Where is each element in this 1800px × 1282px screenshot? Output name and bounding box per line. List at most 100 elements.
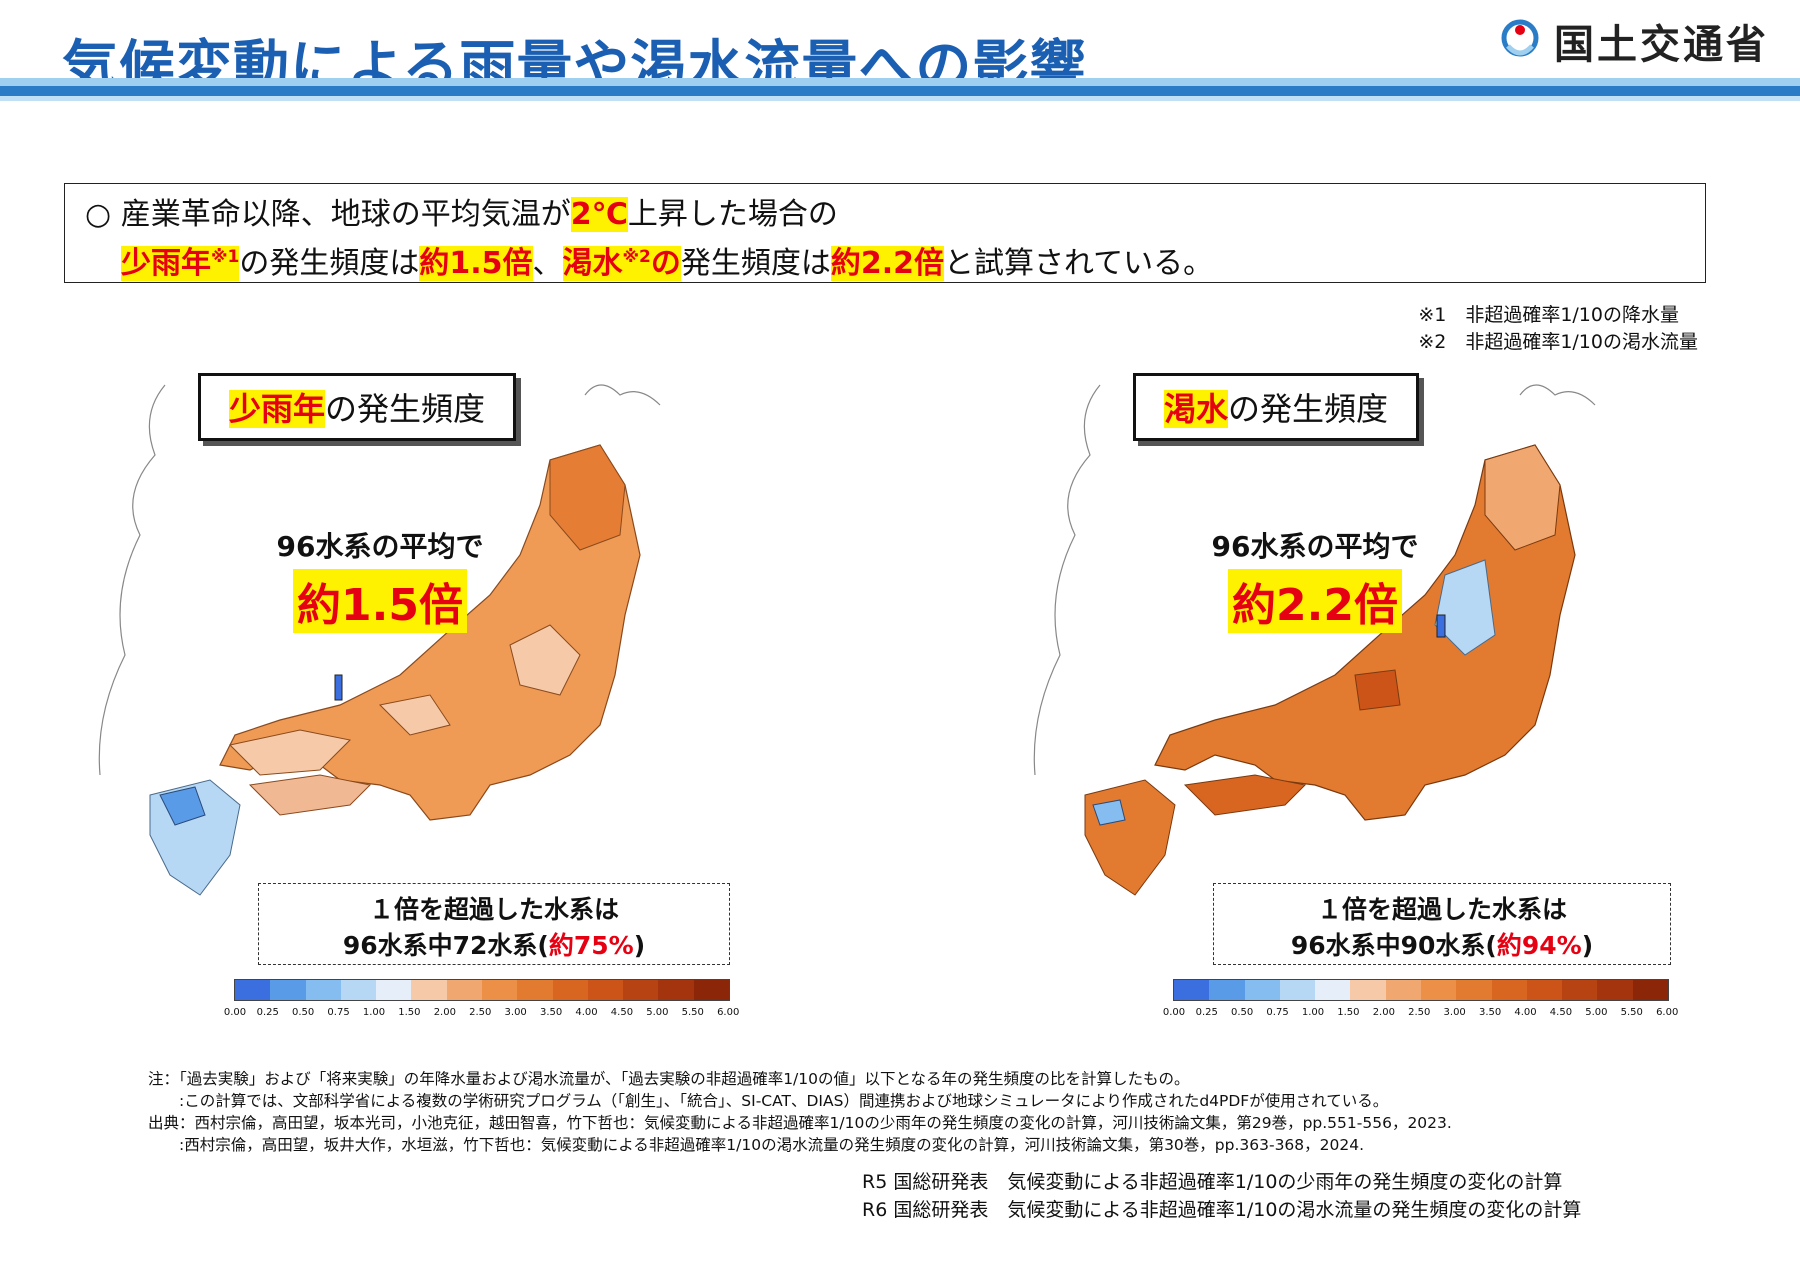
- colorbar-swatch: [1279, 980, 1316, 1000]
- summary-line-2: 少雨年※1の発生頻度は約1.5倍、渇水※2の発生頻度は約2.2倍と試算されている…: [85, 236, 1685, 285]
- colorbar-tick: 5.00: [646, 1007, 669, 1018]
- colorbar-tick: 3.00: [504, 1007, 527, 1018]
- colorbar-swatch: [411, 980, 447, 1000]
- header-band-lower: [0, 96, 1800, 101]
- colorbar-tick: 3.50: [539, 1007, 563, 1018]
- colorbar-swatch: [1209, 980, 1245, 1000]
- colorbar-tick: 4.00: [1514, 1007, 1537, 1018]
- map-title-highlight: 少雨年: [229, 390, 326, 428]
- summary-text: 発生頻度は: [680, 246, 831, 281]
- colorbar-tick: 0.25: [1195, 1007, 1218, 1018]
- colorbar-swatch: [1632, 980, 1668, 1000]
- footnote-3: 出典：西村宗倫，高田望，坂本光司，小池克征，越田智喜，竹下哲也：気候変動による非…: [148, 1114, 1452, 1132]
- colorbar-swatch: [1244, 980, 1280, 1000]
- colorbar-tick: 1.00: [1301, 1007, 1325, 1018]
- ministry-name: 国土交通省: [1554, 22, 1769, 68]
- colorbar-tick: 1.50: [1337, 1007, 1360, 1018]
- kyushu-north-basin: [159, 786, 206, 826]
- colorbar-swatch: [1456, 980, 1492, 1000]
- exceed-line-1: １倍を超過した水系は: [368, 895, 619, 924]
- hokkaido-coastline: [1519, 384, 1596, 406]
- exceed-count: 96水系中72水系(: [342, 931, 549, 960]
- exceed-percent: 約75%: [548, 931, 634, 960]
- exceed-close: ): [633, 931, 646, 960]
- colorbar-drought: [1173, 979, 1669, 1001]
- colorbar-tick: 0.75: [1266, 1007, 1289, 1018]
- colorbar-tick: 5.50: [1620, 1007, 1643, 1018]
- map-panel-drought: 渇水の発生頻度 96水系の平均で 約2.2倍 １倍を超過した水系は 96水系中9…: [1015, 373, 1695, 1035]
- colorbar-swatch: [623, 980, 659, 1000]
- colorbar-tick: 2.00: [1372, 1007, 1395, 1018]
- average-callout-drought: 96水系の平均で 約2.2倍: [1185, 525, 1445, 633]
- average-value: 約2.2倍: [1228, 569, 1402, 633]
- footnote-4: :西村宗倫，高田望，坂井大作，水垣滋，竹下哲也：気候変動による非超過確率1/10…: [148, 1136, 1365, 1154]
- shikoku-region: [1183, 774, 1307, 816]
- note-1: ※1 非超過確率1/10の降水量: [1418, 304, 1679, 326]
- summary-dry-year-highlight: 少雨年※1: [121, 246, 240, 281]
- colorbar-swatch: [1174, 980, 1210, 1000]
- colorbar-swatch: [1491, 980, 1527, 1000]
- summary-box: ○ 産業革命以降、地球の平均気温が2℃上昇した場合の 少雨年※1の発生頻度は約1…: [64, 183, 1706, 283]
- colorbar-dry-year: [234, 979, 730, 1001]
- colorbar-tick: 0.50: [1231, 1007, 1254, 1018]
- average-label: 96水系の平均で: [1211, 530, 1419, 563]
- colorbar-tick: 5.50: [681, 1007, 704, 1018]
- summary-temp-highlight: 2℃: [570, 197, 628, 232]
- exceed-box-dry-year: １倍を超過した水系は 96水系中72水系(約75%): [258, 883, 730, 965]
- colorbar-tick: 6.00: [717, 1007, 740, 1018]
- colorbar-swatch: [270, 980, 306, 1000]
- average-callout-dry-year: 96水系の平均で 約1.5倍: [250, 525, 510, 633]
- colorbar-tick: 0.50: [292, 1007, 315, 1018]
- note-2: ※2 非超過確率1/10の渇水流量: [1418, 331, 1698, 353]
- footnote-1: 注：「過去実験」および「将来実験」の年降水量および渇水流量が、「過去実験の非超過…: [148, 1070, 1190, 1088]
- blue-basin: [334, 674, 343, 701]
- colorbar-tick: 0.75: [327, 1007, 350, 1018]
- colorbar-tick: 4.00: [575, 1007, 598, 1018]
- footnote-2: :この計算では、文部科学省による複数の学術研究プログラム（「創生」、「統合」、S…: [148, 1092, 1389, 1110]
- colorbar-swatch: [481, 980, 518, 1000]
- publication-1: R5 国総研発表 気候変動による非超過確率1/10の少雨年の発生頻度の変化の計算: [862, 1171, 1563, 1193]
- colorbar-swatch: [552, 980, 588, 1000]
- colorbar-tick: 2.50: [469, 1007, 492, 1018]
- colorbar-swatch: [517, 980, 553, 1000]
- colorbar-ticks-drought: 0.00 0.25 0.50 0.75 1.00 1.50 2.00 2.50 3.00 3.50…: [1159, 1007, 1689, 1018]
- map-panel-dry-year: 少雨年の発生頻度 96水系の平均で 約1.5倍 １倍を超過した水系は 96水系中…: [80, 373, 760, 1035]
- colorbar-swatch: [587, 980, 624, 1000]
- japan-map-dry-year: [98, 384, 661, 896]
- summary-text: の発生頻度は: [239, 246, 420, 281]
- exceed-line-2: 96水系中72水系(約75%): [259, 928, 729, 964]
- summary-drought: 渇水: [562, 246, 623, 281]
- colorbar-tick: 3.50: [1478, 1007, 1502, 1018]
- colorbar-swatch: [235, 980, 271, 1000]
- summary-drought-highlight: 渇水※2の: [562, 246, 681, 281]
- colorbar-swatch: [1562, 980, 1598, 1000]
- colorbar-tick: 4.50: [610, 1007, 634, 1018]
- colorbar-ticks-dry-year: 0.00 0.25 0.50 0.75 1.00 1.50 2.00 2.50 3.00 3.50…: [220, 1007, 750, 1018]
- colorbar-swatch: [1350, 980, 1386, 1000]
- colorbar-tick: 5.00: [1585, 1007, 1608, 1018]
- tohoku-north: [549, 444, 626, 551]
- map-title-highlight: 渇水: [1164, 390, 1229, 428]
- mlit-emblem-icon: [1501, 19, 1539, 57]
- colorbar-swatch: [1526, 980, 1563, 1000]
- hokkaido-coastline: [584, 384, 661, 406]
- colorbar-tick: 3.00: [1443, 1007, 1466, 1018]
- exceed-line-2: 96水系中90水系(約94%): [1214, 928, 1670, 964]
- colorbar-tick: 2.50: [1408, 1007, 1431, 1018]
- colorbar-swatch: [693, 980, 729, 1000]
- map-title-text: の発生頻度: [1228, 390, 1389, 428]
- japan-map-drought: [1033, 384, 1596, 896]
- blue-basin: [1436, 614, 1446, 638]
- kyushu-blue-basin: [1092, 799, 1126, 826]
- colorbar-tick: 1.00: [362, 1007, 386, 1018]
- colorbar-swatch: [1315, 980, 1351, 1000]
- kyushu-region: [1084, 779, 1176, 896]
- colorbar-swatch: [376, 980, 412, 1000]
- summary-drought-particle: の: [650, 246, 681, 281]
- definition-notes: ※1 非超過確率1/10の降水量 ※2 非超過確率1/10の渇水流量: [1418, 302, 1698, 356]
- summary-text: 、: [532, 246, 563, 281]
- publications: R5 国総研発表 気候変動による非超過確率1/10の少雨年の発生頻度の変化の計算…: [862, 1168, 1581, 1224]
- header-band-light: [0, 78, 1800, 86]
- summary-text: 上昇した場合の: [627, 197, 838, 232]
- colorbar-tick: 1.50: [398, 1007, 421, 1018]
